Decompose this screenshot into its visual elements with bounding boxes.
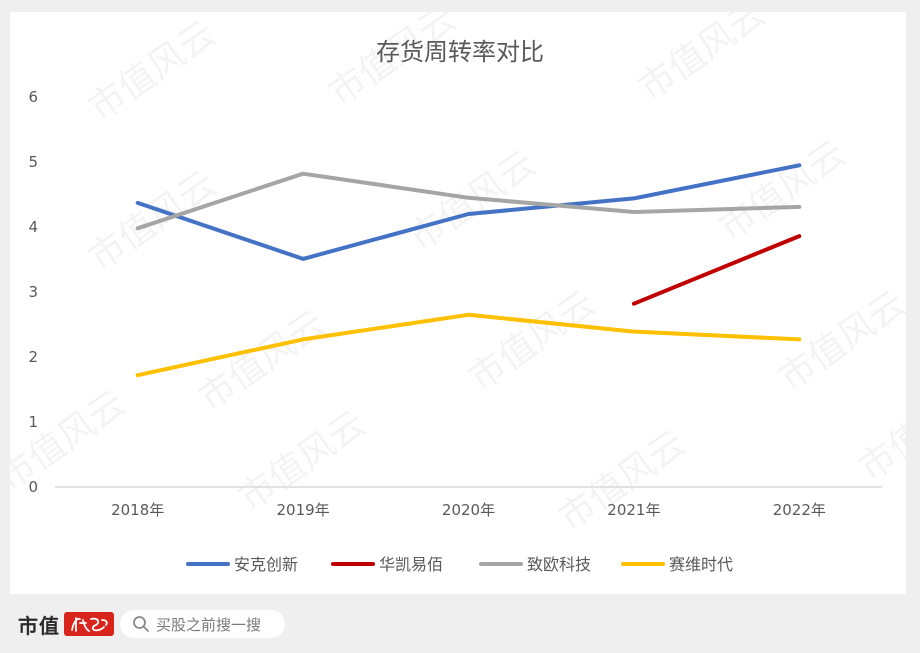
y-tick-label: 2 [28, 348, 38, 366]
y-tick-label: 5 [28, 153, 38, 171]
watermark-text: 市值风云 [712, 133, 853, 249]
y-tick-label: 0 [28, 478, 38, 496]
brand-text: 市值 [18, 613, 60, 638]
x-tick-label: 2021年 [607, 501, 660, 519]
watermark-text: 市值风云 [852, 373, 906, 489]
search-box[interactable]: 买股之前搜一搜 [120, 610, 285, 638]
y-tick-label: 6 [28, 88, 38, 106]
brand-logo: 市值 [18, 610, 114, 638]
watermark-text: 市值风云 [462, 283, 603, 399]
series-line [135, 171, 802, 231]
y-tick-label: 3 [28, 283, 38, 301]
x-tick-label: 2019年 [277, 501, 330, 519]
watermark-text: 市值风云 [192, 303, 333, 419]
watermark-text: 市值风云 [552, 423, 693, 539]
series-line [631, 234, 802, 306]
y-axis-ticks: 0 1 2 3 4 5 6 [28, 88, 38, 496]
watermark-text: 市值风云 [82, 13, 223, 129]
legend-item: 致欧科技 [479, 555, 591, 574]
legend-label: 致欧科技 [527, 555, 591, 574]
chart-card: 市值风云市值风云市值风云市值风云市值风云市值风云市值风云市值风云市值风云市值风云… [10, 12, 906, 594]
x-tick-label: 2022年 [773, 501, 826, 519]
legend: 安克创新 华凯易佰 致欧科技 赛维时代 [186, 555, 733, 574]
watermark-text: 市值风云 [772, 283, 906, 399]
x-tick-label: 2020年 [442, 501, 495, 519]
brand-seal-logo [64, 612, 114, 636]
watermark-text: 市值风云 [632, 12, 773, 109]
watermark-text: 市值风云 [82, 163, 223, 279]
legend-item: 华凯易佰 [331, 555, 443, 574]
legend-label: 华凯易佰 [379, 555, 443, 574]
watermark-layer: 市值风云市值风云市值风云市值风云市值风云市值风云市值风云市值风云市值风云市值风云… [10, 12, 906, 539]
chart-title: 存货周转率对比 [376, 38, 544, 66]
y-tick-label: 1 [28, 413, 38, 431]
search-icon [133, 616, 149, 632]
search-placeholder: 买股之前搜一搜 [156, 615, 262, 634]
y-tick-label: 4 [28, 218, 38, 236]
series-line [135, 312, 802, 378]
legend-label: 安克创新 [234, 555, 298, 574]
footer-bar: 市值 买股之前搜一搜 [0, 596, 920, 653]
line-chart: 市值风云市值风云市值风云市值风云市值风云市值风云市值风云市值风云市值风云市值风云… [10, 12, 906, 574]
series-lines [135, 163, 802, 378]
x-axis-ticks: 2018年 2019年 2020年 2021年 2022年 [111, 501, 826, 519]
legend-label: 赛维时代 [669, 555, 733, 574]
series-line [135, 163, 802, 261]
x-tick-label: 2018年 [111, 501, 164, 519]
legend-item: 赛维时代 [621, 555, 733, 574]
legend-item: 安克创新 [186, 555, 298, 574]
